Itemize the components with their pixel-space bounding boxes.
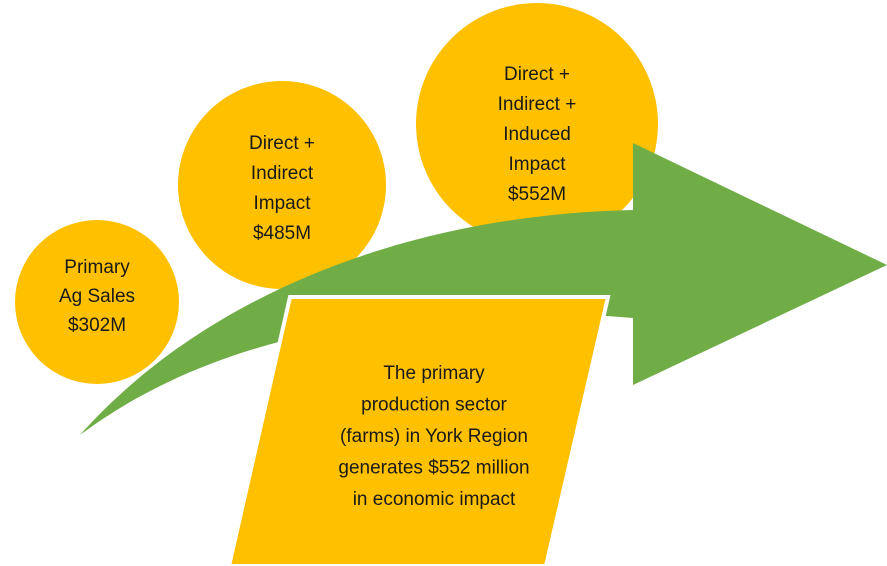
label-line: (farms) in York Region — [340, 426, 528, 447]
label-line: Indirect — [251, 163, 314, 184]
label-line: $302M — [68, 315, 126, 336]
label-line: The primary — [383, 363, 485, 384]
growth-arrow — [80, 143, 887, 435]
label-line: Impact — [253, 193, 311, 214]
label-line: Direct + — [249, 133, 315, 154]
impact-circle — [416, 3, 658, 245]
impact-circle — [15, 220, 179, 384]
label-line: Induced — [503, 124, 571, 145]
labels: Primary Ag Sales $302M Direct + Indirect Impa… — [59, 64, 576, 510]
label-line: Impact — [508, 154, 566, 175]
circles — [15, 3, 658, 384]
callout-box — [226, 295, 611, 566]
label-line: $485M — [253, 223, 311, 244]
label-line: Indirect + — [498, 94, 577, 115]
label-line: production sector — [361, 395, 507, 416]
label-line: Primary — [64, 257, 130, 278]
label-line: generates $552 million — [338, 458, 529, 479]
label-line: $552M — [508, 184, 566, 205]
label-line: Ag Sales — [59, 286, 135, 307]
impact-circle — [178, 81, 386, 289]
label-line: in economic impact — [353, 489, 516, 510]
label-line: Direct + — [504, 64, 570, 85]
